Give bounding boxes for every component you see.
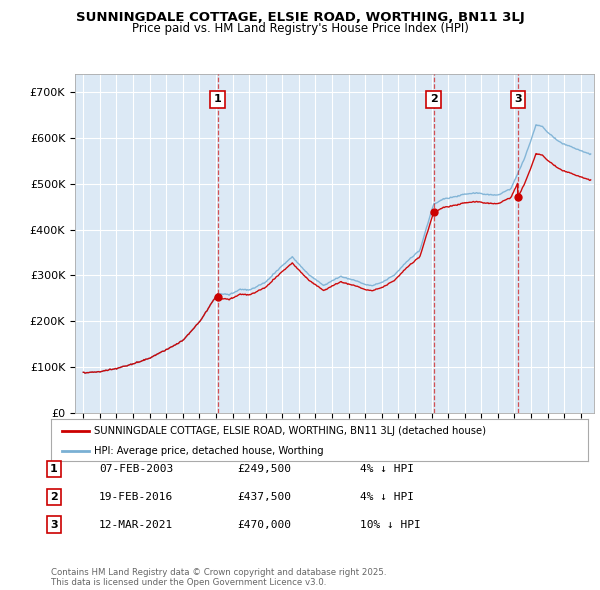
Text: 3: 3 <box>50 520 58 529</box>
Text: 3: 3 <box>514 94 521 104</box>
Text: 19-FEB-2016: 19-FEB-2016 <box>99 492 173 502</box>
Text: 4% ↓ HPI: 4% ↓ HPI <box>360 492 414 502</box>
Text: £470,000: £470,000 <box>237 520 291 529</box>
Text: 2: 2 <box>430 94 437 104</box>
Text: 4% ↓ HPI: 4% ↓ HPI <box>360 464 414 474</box>
Text: Contains HM Land Registry data © Crown copyright and database right 2025.
This d: Contains HM Land Registry data © Crown c… <box>51 568 386 587</box>
Text: Price paid vs. HM Land Registry's House Price Index (HPI): Price paid vs. HM Land Registry's House … <box>131 22 469 35</box>
Text: £437,500: £437,500 <box>237 492 291 502</box>
Text: HPI: Average price, detached house, Worthing: HPI: Average price, detached house, Wort… <box>94 446 323 456</box>
Text: 10% ↓ HPI: 10% ↓ HPI <box>360 520 421 529</box>
Text: £249,500: £249,500 <box>237 464 291 474</box>
Text: 1: 1 <box>50 464 58 474</box>
Text: 1: 1 <box>214 94 221 104</box>
Text: 12-MAR-2021: 12-MAR-2021 <box>99 520 173 529</box>
Text: SUNNINGDALE COTTAGE, ELSIE ROAD, WORTHING, BN11 3LJ (detached house): SUNNINGDALE COTTAGE, ELSIE ROAD, WORTHIN… <box>94 426 486 436</box>
Text: 07-FEB-2003: 07-FEB-2003 <box>99 464 173 474</box>
Text: 2: 2 <box>50 492 58 502</box>
Text: SUNNINGDALE COTTAGE, ELSIE ROAD, WORTHING, BN11 3LJ: SUNNINGDALE COTTAGE, ELSIE ROAD, WORTHIN… <box>76 11 524 24</box>
